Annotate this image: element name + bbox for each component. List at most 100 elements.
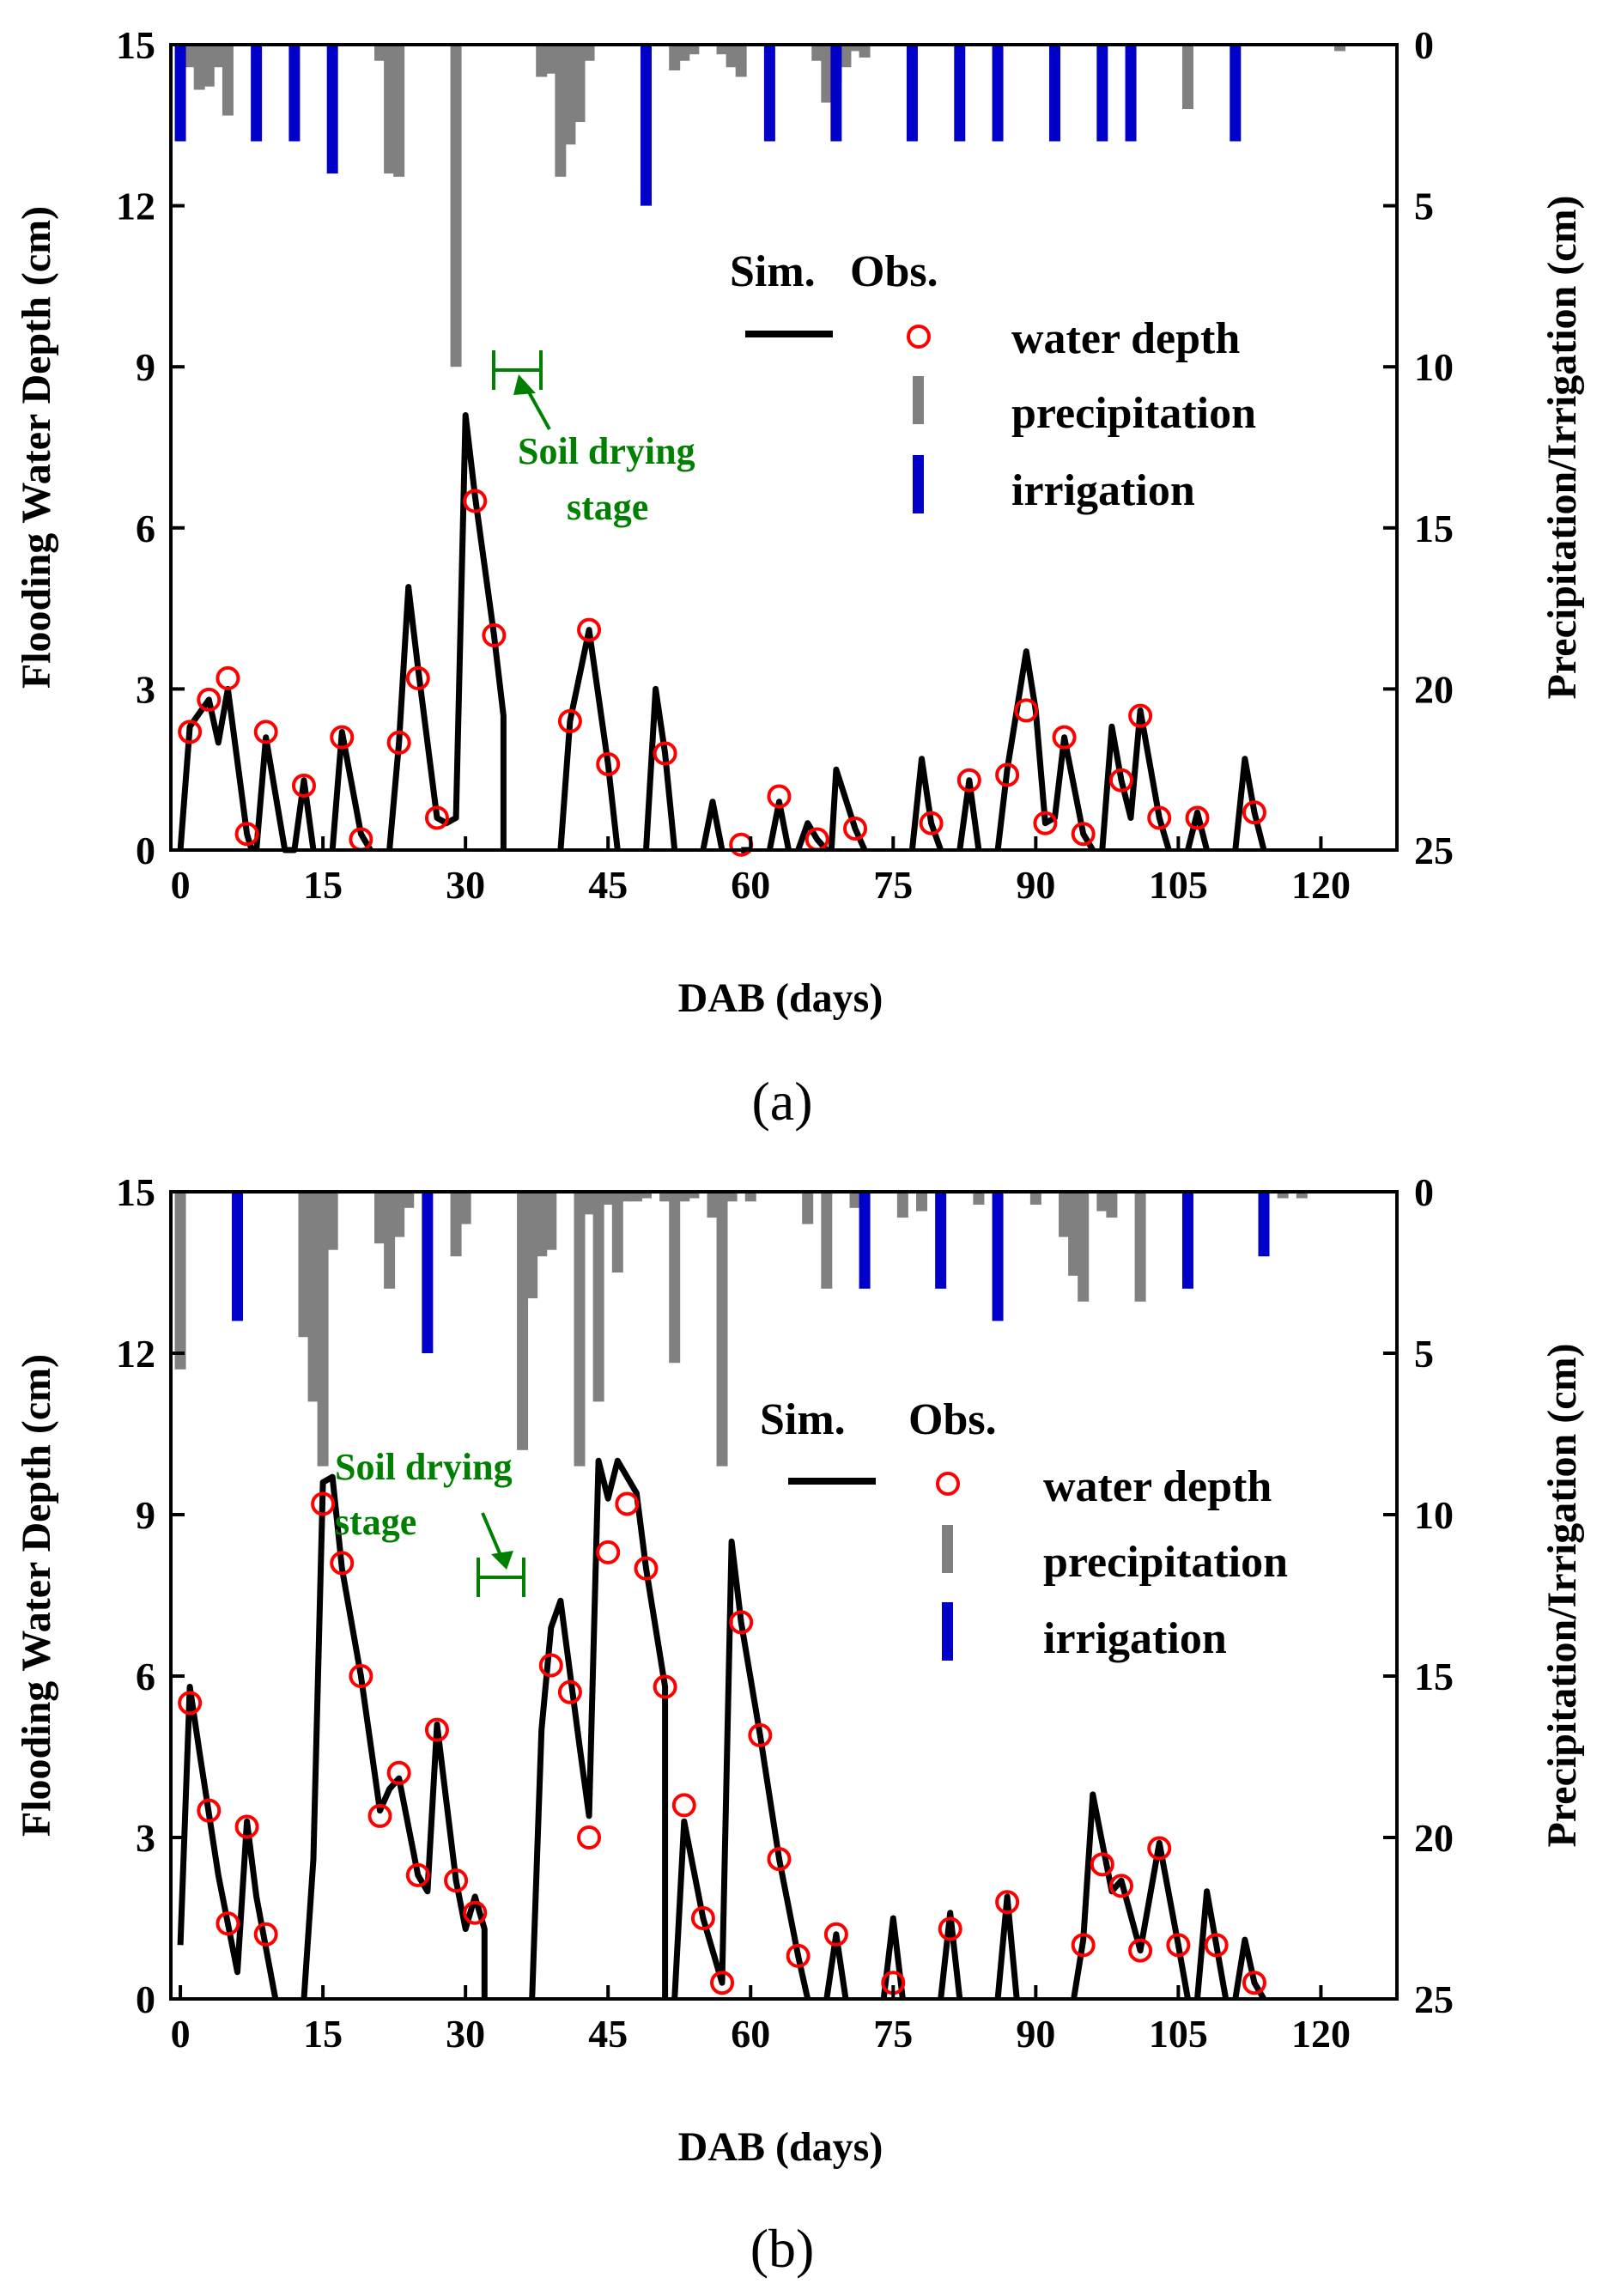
a-legend-precipitation: precipitation [1011, 389, 1256, 438]
b-precip-bar [1096, 1192, 1108, 1212]
b-sim-segment [671, 1538, 811, 2000]
a-irrigation-bar [1048, 45, 1060, 142]
b-y2-tick-label: 20 [1414, 1816, 1454, 1860]
a-legend-header-sim: Sim. [730, 247, 816, 296]
b-precip-bar [517, 1192, 529, 1450]
b-legend-precipitation: precipitation [1043, 1538, 1288, 1587]
b-precip-bar [630, 1192, 642, 1202]
b-precip-bar [1068, 1192, 1080, 1276]
a-irrigation-bar [174, 45, 186, 142]
b-irrigation-bars [231, 1192, 1270, 1353]
b-x-tick-label: 0 [171, 2012, 191, 2056]
a-precipitation-bars [184, 45, 1346, 367]
a-y2-tick-label: 0 [1414, 23, 1434, 67]
b-precip-bar [849, 1192, 861, 1208]
a-precip-bar [583, 45, 595, 61]
b-precip-bar [659, 1192, 671, 1202]
a-ticks: 0 15 30 45 60 75 90 105 120 0 3 6 9 12 15 0 5 10 15 20 25 [116, 23, 1454, 907]
a-sim-segment [177, 685, 255, 851]
b-y2-tick-label: 25 [1414, 1977, 1454, 2021]
b-obs-point [349, 1664, 373, 1688]
b-x-tick-label: 105 [1149, 2012, 1208, 2056]
b-precip-bar [317, 1192, 329, 1467]
a-sim-segment [700, 799, 726, 851]
b-precip-bar [174, 1192, 186, 1370]
b-y2-tick-label: 0 [1414, 1170, 1434, 1214]
b-y-tick-label: 15 [116, 1170, 155, 1214]
a-obs-point [253, 720, 278, 744]
a-soil-drying-annotation: Soil drying stage [492, 350, 695, 528]
a-irrigation-bar [251, 45, 263, 142]
a-irrigation-bar [1096, 45, 1108, 142]
a-precip-bar [450, 45, 462, 367]
a-obs-point [424, 805, 449, 830]
b-simulated-line [177, 1457, 1267, 2001]
a-sim-segment [253, 734, 317, 853]
a-precip-bar [859, 45, 871, 58]
b-obs-point [444, 1868, 469, 1893]
a-sim-segment [1099, 707, 1172, 851]
a-precip-bar [574, 45, 586, 123]
b-obs-point [557, 1679, 582, 1704]
a-legend-precip-swatch [913, 376, 924, 424]
a-irrigation-bars [174, 45, 1242, 206]
b-precip-bar [678, 1192, 690, 1202]
a-legend-obs-marker [907, 325, 931, 349]
a-x-tick-label: 0 [171, 863, 191, 907]
b-sim-segment [938, 1910, 963, 2000]
b-panel-label: (b) [750, 2218, 815, 2279]
b-obs-point [577, 1825, 602, 1850]
b-precip-bar [802, 1192, 814, 1224]
b-obs-point [615, 1491, 640, 1516]
a-precip-bar [222, 45, 234, 116]
a-precip-bar [726, 45, 738, 68]
a-irrigation-bar [763, 45, 775, 142]
b-obs-point [823, 1922, 848, 1947]
b-obs-point [1242, 1971, 1266, 1995]
a-precip-bar [1334, 45, 1346, 52]
b-obs-point [938, 1916, 962, 1941]
a-observed-points [178, 489, 1266, 857]
b-precip-bar [384, 1192, 396, 1289]
b-x-tick-label: 90 [1016, 2012, 1055, 2056]
a-irrigation-bar [1125, 45, 1137, 142]
a-x-axis-label: DAB (days) [678, 975, 883, 1021]
b-obs-point [1108, 1874, 1133, 1898]
a-precip-bar [193, 45, 205, 90]
b-obs-point [367, 1803, 392, 1828]
b-precip-bar [640, 1192, 652, 1199]
a-irrigation-bar [992, 45, 1004, 142]
b-precip-bar [726, 1192, 738, 1202]
b-precip-bar [1106, 1192, 1118, 1218]
b-precip-bar [450, 1192, 462, 1257]
b-annotation-line2: stage [335, 1501, 416, 1543]
b-obs-point [386, 1760, 411, 1785]
a-obs-point [1071, 822, 1096, 847]
b-precip-bar [1134, 1192, 1146, 1302]
a-irrigation-bar [954, 45, 966, 142]
b-y-tick-label: 6 [136, 1655, 155, 1698]
b-obs-point [634, 1556, 659, 1581]
a-obs-point [767, 784, 792, 809]
b-x-tick-label: 60 [731, 2012, 770, 2056]
b-sim-segment [301, 1473, 488, 2000]
a-y2-tick-label: 5 [1414, 185, 1434, 228]
b-y2-tick-label: 5 [1414, 1332, 1434, 1376]
b-precip-bar [688, 1192, 700, 1199]
a-precip-bar [564, 45, 576, 145]
b-obs-point [1204, 1933, 1229, 1958]
a-x-tick-label: 120 [1291, 863, 1351, 907]
a-arrow-head [513, 374, 536, 395]
b-sim-segment [994, 1893, 1020, 2000]
b-obs-point [178, 1691, 203, 1716]
a-precip-bar [688, 45, 700, 55]
b-precip-bar [403, 1192, 415, 1208]
b-obs-point [330, 1551, 355, 1576]
a-sim-segment [766, 799, 792, 851]
a-precip-bar [536, 45, 548, 77]
a-obs-point [995, 762, 1020, 787]
a-obs-point [405, 665, 430, 690]
b-precip-bar [707, 1192, 719, 1218]
a-x-tick-label: 30 [446, 863, 485, 907]
b-legend-header-obs: Obs. [908, 1395, 997, 1444]
